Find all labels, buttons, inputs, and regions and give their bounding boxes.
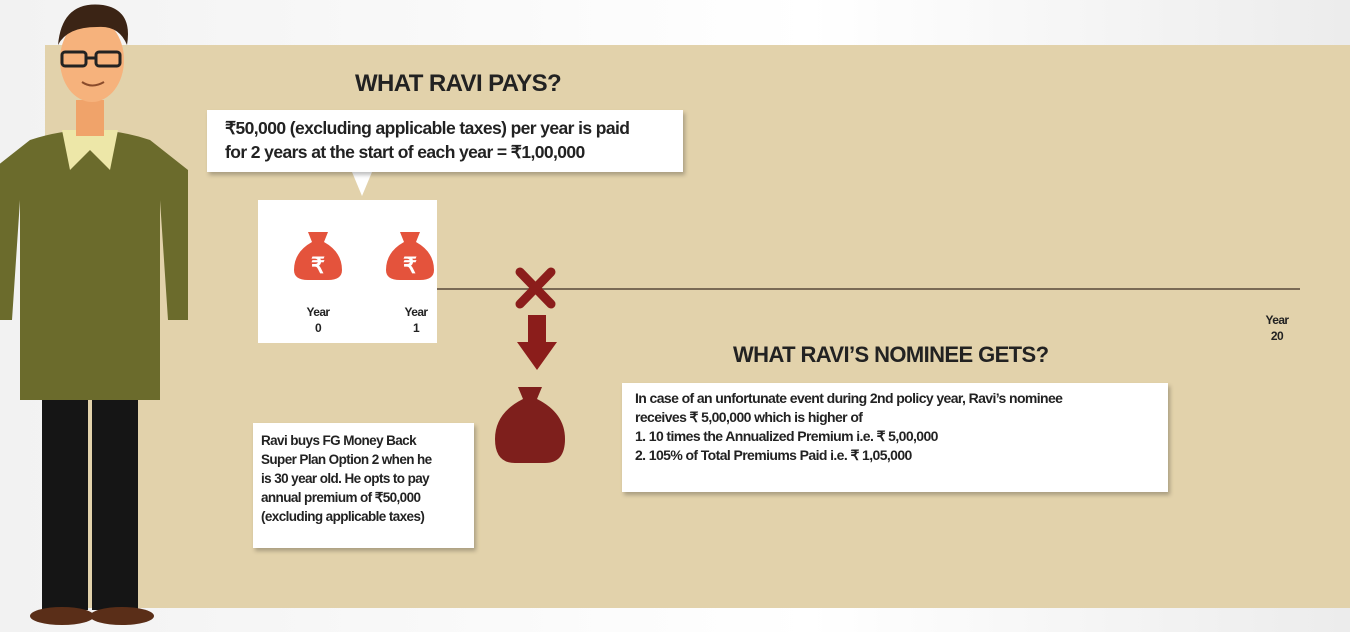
text-line: 2. 105% of Total Premiums Paid i.e. ₹ 1,… [635, 447, 912, 463]
money-bag [294, 232, 434, 280]
svg-text:₹: ₹ [311, 253, 325, 278]
cross [515, 267, 556, 309]
text-line: receives ₹ 5,00,000 which is higher of [635, 409, 863, 425]
svg-text:₹: ₹ [403, 253, 417, 278]
pays-title: WHAT RAVI PAYS? [355, 70, 562, 97]
ravi-box: Ravi buys FG Money Back Super Plan Optio… [253, 423, 474, 548]
nominee-title: WHAT RAVI’S NOMINEE GETS? [733, 342, 1049, 367]
text-line: for 2 years at the start of each year = … [225, 142, 585, 162]
year-word: Year [306, 305, 331, 319]
year-number: 0 [314, 321, 322, 335]
year-label: Year 0 [302, 304, 334, 336]
money-bag [495, 387, 565, 463]
text-line: (excluding applicable taxes) [261, 509, 425, 524]
year-label: Year 1 [400, 304, 432, 336]
text-line: annual premium of ₹50,000 [261, 490, 421, 505]
nominee-text: In case of an unfortunate event during 2… [635, 389, 1063, 465]
pointer [352, 172, 372, 196]
text-line: 1. 10 times the Annualized Premium i.e. … [635, 428, 938, 444]
nominee-box: In case of an unfortunate event during 2… [622, 383, 1168, 492]
pays-box: ₹50,000 (excluding applicable taxes) per… [207, 110, 683, 172]
arrow [517, 315, 557, 370]
year-word: Year [404, 305, 429, 319]
text-line: Ravi buys FG Money Back [261, 433, 417, 448]
year-number: 20 [1270, 329, 1284, 343]
text-line: In case of an unfortunate event during 2… [635, 390, 1063, 406]
year-word: Year [1265, 313, 1290, 327]
text-line: is 30 year old. He opts to pay [261, 471, 430, 486]
pays-text: ₹50,000 (excluding applicable taxes) per… [225, 116, 630, 164]
person [0, 4, 188, 625]
year-label: Year 20 [1261, 312, 1293, 344]
year-number: 1 [412, 321, 420, 335]
text-line: Super Plan Option 2 when he [261, 452, 432, 467]
text-line: ₹50,000 (excluding applicable taxes) per… [225, 118, 630, 138]
ravi-text: Ravi buys FG Money Back Super Plan Optio… [261, 431, 432, 526]
